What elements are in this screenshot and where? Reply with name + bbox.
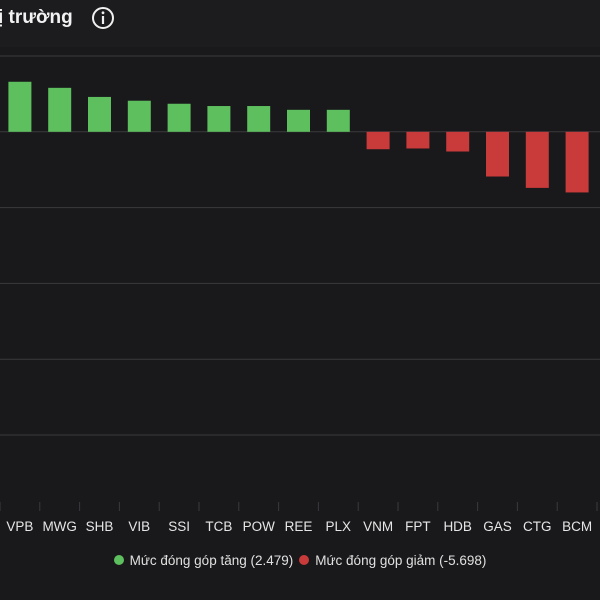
bar-gas[interactable] [486, 131, 509, 177]
x-tick-label: SHB [86, 519, 114, 534]
chart-title: ị trường [0, 7, 73, 28]
legend-item-increase[interactable]: Mức đóng góp tăng (2.479) [113, 552, 294, 568]
x-tick-label: MWG [42, 519, 77, 534]
x-tick-label: PLX [326, 519, 352, 534]
legend-label-increase: Mức đóng góp tăng (2.479) [129, 552, 294, 568]
x-tick-label: SSI [168, 519, 190, 534]
bar-fpt[interactable] [406, 131, 430, 149]
chart-header: ị trường [0, 0, 600, 46]
contribution-bar-chart: VPB MWG SHB VIB SSI TCB POW REE PLX VNM FPT HDB GAS C… [0, 55, 600, 534]
chart-panel: VPB MWG SHB VIB SSI TCB POW REE PLX VNM FPT HDB GAS C… [0, 47, 600, 600]
bar-vib[interactable] [127, 100, 151, 132]
x-tick-label: FPT [405, 519, 431, 534]
x-tick-label: REE [285, 519, 313, 534]
x-tick-label: VIB [128, 519, 150, 534]
bar-vnm[interactable] [366, 131, 390, 150]
legend-item-decrease[interactable]: Mức đóng góp giảm (-5.698) [299, 553, 486, 568]
x-tick-label: BCM [562, 519, 592, 534]
bar-vpb[interactable] [8, 81, 32, 132]
bar-pow[interactable] [247, 106, 271, 132]
x-tick-label: VNM [363, 519, 393, 534]
x-tick-label: TCB [205, 519, 232, 534]
x-tick-label: VPB [6, 519, 33, 534]
x-tick-label: GAS [483, 519, 512, 534]
bar-tcb[interactable] [207, 106, 231, 132]
bar-shb[interactable] [88, 96, 111, 132]
bar-ree[interactable] [287, 109, 310, 132]
legend-label-decrease: Mức đóng góp giảm (-5.698) [315, 552, 487, 568]
x-tick-label: POW [243, 519, 276, 534]
legend-dot-decrease [299, 555, 310, 565]
bar-ssi[interactable] [167, 103, 191, 132]
x-tick-label: CTG [523, 519, 552, 534]
bar-plx[interactable] [326, 109, 350, 132]
legend-dot-increase [113, 555, 124, 565]
bar-bcm[interactable] [565, 131, 589, 193]
x-tick-label: HDB [443, 519, 472, 534]
bar-mwg[interactable] [48, 87, 72, 132]
bar-ctg[interactable] [525, 131, 549, 188]
chart-legend: Mức đóng góp tăng (2.479) Mức đóng góp g… [0, 548, 600, 572]
bar-hdb[interactable] [446, 131, 470, 152]
info-icon[interactable] [91, 6, 115, 30]
